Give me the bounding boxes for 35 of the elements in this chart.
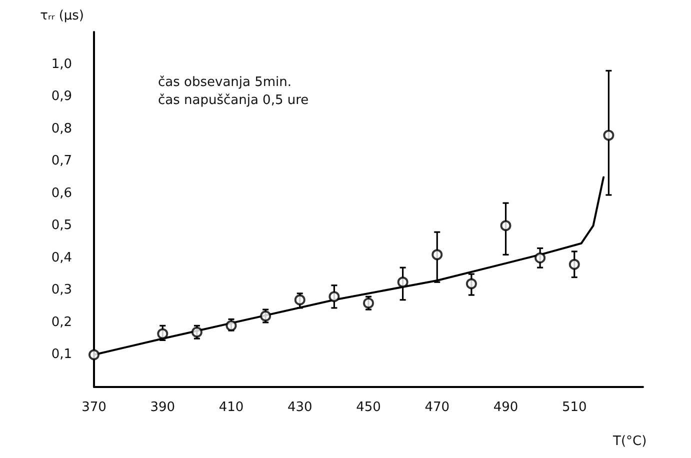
x-tick-label: 470	[424, 400, 450, 415]
point	[432, 249, 443, 260]
point	[294, 294, 306, 306]
point	[260, 310, 272, 322]
y-tick-label: 0,9	[51, 89, 72, 104]
point	[466, 278, 477, 290]
point	[88, 349, 100, 360]
x-tick-label: 390	[150, 400, 176, 415]
annotation: čas obsevanja 5min.	[158, 75, 292, 90]
x-tick-label: 510	[562, 400, 587, 415]
point	[157, 328, 168, 340]
x-tick-label: 450	[356, 400, 381, 415]
y-tick-label: 0,5	[51, 218, 72, 234]
point	[328, 291, 340, 302]
point	[500, 220, 512, 232]
point	[397, 276, 408, 288]
y-axis-title: τᵣᵣ (μs)	[40, 8, 84, 24]
point	[534, 252, 546, 264]
x-tick-label: 490	[493, 400, 518, 415]
y-tick-label: 0,7	[51, 154, 72, 169]
y-tick-label: 0,1	[51, 347, 72, 362]
y-tick-label: 0,3	[51, 282, 72, 298]
y-tick-label: 0,4	[51, 250, 72, 266]
x-tick-label: 370	[82, 400, 106, 415]
point	[191, 326, 202, 338]
x-tick-label: 410	[218, 400, 244, 415]
y-tick-label: 0,6	[51, 186, 72, 201]
x-axis-title: T(°C)	[612, 434, 647, 449]
annotation: čas napuščanja 0,5 ure	[158, 93, 309, 108]
y-tick-label: 1,0	[51, 56, 72, 72]
y-tick-label: 0,8	[51, 121, 72, 136]
x-tick-label: 430	[287, 400, 312, 415]
y-tick-label: 0,2	[51, 314, 72, 330]
point	[603, 130, 614, 141]
point	[568, 258, 580, 270]
